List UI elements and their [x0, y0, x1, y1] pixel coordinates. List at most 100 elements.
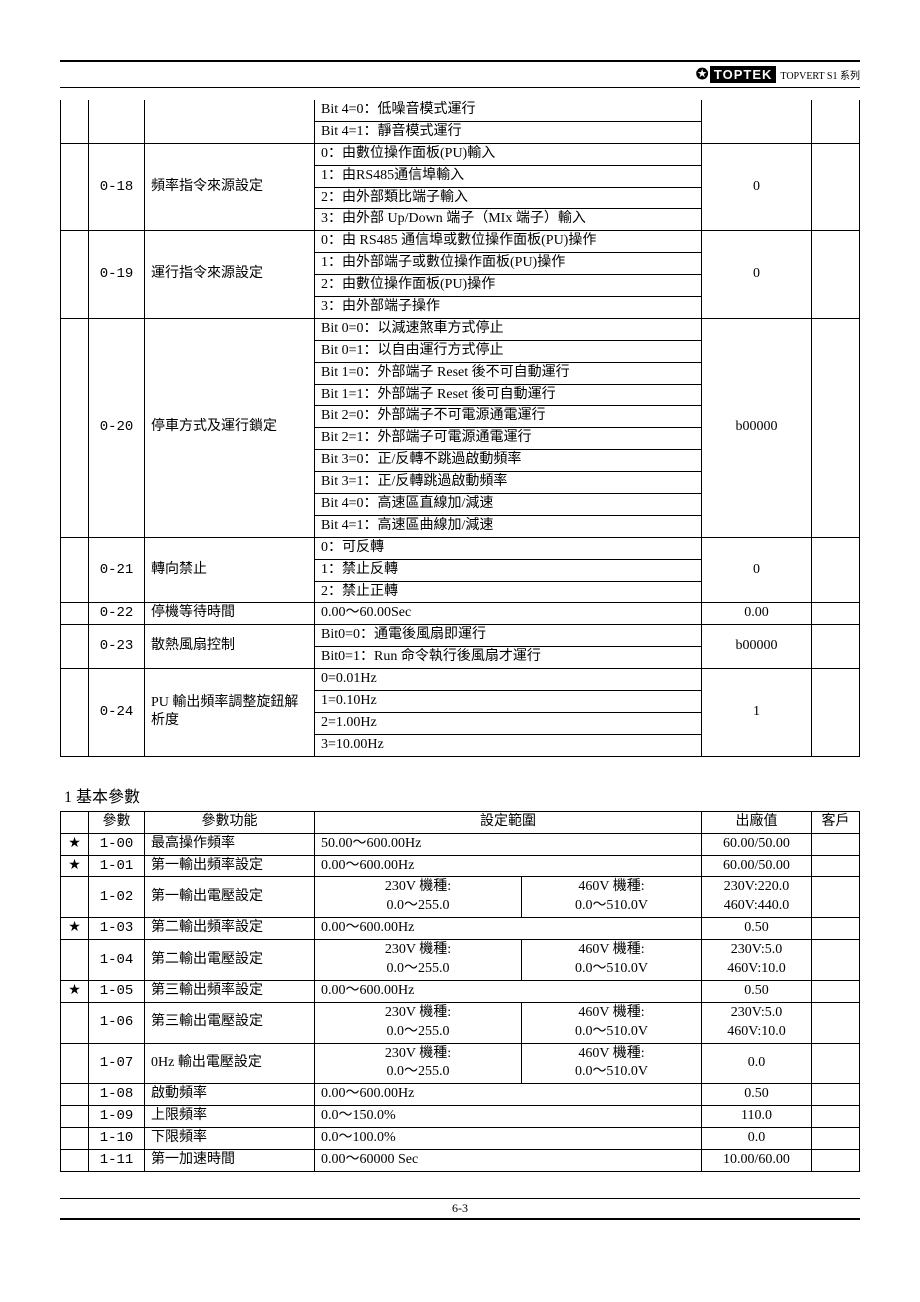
- option-cell: 0：可反轉: [315, 537, 702, 559]
- star-cell: ★: [61, 833, 89, 855]
- section-title-basic: 1 基本參數: [64, 783, 860, 807]
- default-cell: b00000: [702, 318, 812, 537]
- param-cell: 1-01: [89, 855, 145, 877]
- col-param: 參數: [89, 811, 145, 833]
- star-cell: [61, 940, 89, 981]
- option-cell: 0=0.01Hz: [315, 669, 702, 691]
- customer-cell: [812, 143, 860, 231]
- customer-cell: [812, 833, 860, 855]
- param-cell: 1-08: [89, 1084, 145, 1106]
- option-cell: 3=10.00Hz: [315, 734, 702, 756]
- table-row: ★1-05第三輸出頻率設定0.00～600.00Hz0.50: [61, 980, 860, 1002]
- name-cell: 第三輸出頻率設定: [145, 980, 315, 1002]
- param-cell: 0-18: [89, 143, 145, 231]
- range-cell: 0.00～600.00Hz: [315, 1084, 702, 1106]
- table-row: 0-23散熱風扇控制Bit0=0：通電後風扇即運行b00000: [61, 625, 860, 647]
- name-cell: 運行指令來源設定: [145, 231, 315, 319]
- name-cell: 停車方式及運行鎖定: [145, 318, 315, 537]
- option-cell: Bit0=1：Run 命令執行後風扇才運行: [315, 647, 702, 669]
- name-cell: 第二輸出電壓設定: [145, 940, 315, 981]
- option-cell: 1：由外部端子或數位操作面板(PU)操作: [315, 253, 702, 275]
- star-cell: [61, 318, 89, 537]
- customer-cell: [812, 940, 860, 981]
- table-row: 1-02第一輸出電壓設定230V 機種:0.0～255.0460V 機種:0.0…: [61, 877, 860, 918]
- range-cell: 50.00～600.00Hz: [315, 833, 702, 855]
- name-cell: 第一輸出頻率設定: [145, 855, 315, 877]
- default-cell: 0: [702, 231, 812, 319]
- option-cell: Bit 0=1：以自由運行方式停止: [315, 340, 702, 362]
- param-cell: 0-24: [89, 669, 145, 757]
- option-cell: 1：禁止反轉: [315, 559, 702, 581]
- option-cell: Bit 2=0：外部端子不可電源通電運行: [315, 406, 702, 428]
- option-cell: Bit 4=0：高速區直線加/減速: [315, 494, 702, 516]
- default-cell: 0.50: [702, 918, 812, 940]
- star-cell: ★: [61, 855, 89, 877]
- default-cell: 60.00/50.00: [702, 833, 812, 855]
- table-header-row: 參數參數功能設定範圍出廠值客戶: [61, 811, 860, 833]
- customer-cell: [812, 100, 860, 143]
- star-cell: ★: [61, 980, 89, 1002]
- option-cell: Bit 3=1：正/反轉跳過啟動頻率: [315, 472, 702, 494]
- param-cell: 1-06: [89, 1002, 145, 1043]
- name-cell: 0Hz 輸出電壓設定: [145, 1043, 315, 1084]
- param-cell: 1-11: [89, 1149, 145, 1171]
- default-cell: 230V:220.0460V:440.0: [702, 877, 812, 918]
- customer-cell: [812, 318, 860, 537]
- name-cell: 最高操作頻率: [145, 833, 315, 855]
- default-cell: 0.50: [702, 980, 812, 1002]
- default-cell: 110.0: [702, 1106, 812, 1128]
- brand-swirl-icon: ✪: [696, 65, 709, 84]
- table-row: 0-18頻率指令來源設定0：由數位操作面板(PU)輸入0: [61, 143, 860, 165]
- table-row: 0-24PU 輸出頻率調整旋鈕解析度0=0.01Hz1: [61, 669, 860, 691]
- range-cell-230v: 230V 機種:0.0～255.0: [315, 940, 522, 981]
- footer-rule: 6-3: [60, 1198, 860, 1220]
- star-cell: [61, 231, 89, 319]
- option-cell: 1=0.10Hz: [315, 691, 702, 713]
- option-cell: 0：由 RS485 通信埠或數位操作面板(PU)操作: [315, 231, 702, 253]
- option-cell: Bit 4=0：低噪音模式運行: [315, 100, 702, 121]
- param-cell: 0-23: [89, 625, 145, 669]
- name-cell: 頻率指令來源設定: [145, 143, 315, 231]
- customer-cell: [812, 877, 860, 918]
- star-cell: [61, 1043, 89, 1084]
- table-row: 1-09上限頻率0.0～150.0%110.0: [61, 1106, 860, 1128]
- table-row: 1-08啟動頻率0.00～600.00Hz0.50: [61, 1084, 860, 1106]
- param-cell: 1-00: [89, 833, 145, 855]
- table-row: 1-070Hz 輸出電壓設定230V 機種:0.0～255.0460V 機種:0…: [61, 1043, 860, 1084]
- customer-cell: [812, 980, 860, 1002]
- option-cell: Bit 0=0：以減速煞車方式停止: [315, 318, 702, 340]
- option-cell: 1：由RS485通信埠輸入: [315, 165, 702, 187]
- option-cell: Bit 2=1：外部端子可電源通電運行: [315, 428, 702, 450]
- option-cell: 2：由外部類比端子輸入: [315, 187, 702, 209]
- star-cell: [61, 1128, 89, 1150]
- col-name: 參數功能: [145, 811, 315, 833]
- param-table-1: 參數參數功能設定範圍出廠值客戶★1-00最高操作頻率50.00～600.00Hz…: [60, 811, 860, 1172]
- range-cell-460v: 460V 機種:0.0～510.0V: [522, 877, 702, 918]
- customer-cell: [812, 603, 860, 625]
- name-cell: 第一加速時間: [145, 1149, 315, 1171]
- option-cell: Bit 4=1：高速區曲線加/減速: [315, 515, 702, 537]
- brand-name: TOPTEK: [710, 66, 777, 83]
- default-cell: 1: [702, 669, 812, 757]
- option-cell: 2：禁止正轉: [315, 581, 702, 603]
- star-cell: [61, 877, 89, 918]
- param-cell: 1-09: [89, 1106, 145, 1128]
- table-row: ★1-03第二輸出頻率設定0.00～600.00Hz0.50: [61, 918, 860, 940]
- table-row: Bit 4=0：低噪音模式運行: [61, 100, 860, 121]
- range-cell-230v: 230V 機種:0.0～255.0: [315, 1043, 522, 1084]
- option-cell: Bit0=0：通電後風扇即運行: [315, 625, 702, 647]
- range-cell: 0.00～600.00Hz: [315, 855, 702, 877]
- param-table-0: Bit 4=0：低噪音模式運行Bit 4=1：靜音模式運行0-18頻率指令來源設…: [60, 100, 860, 757]
- param-cell: 0-22: [89, 603, 145, 625]
- star-cell: [61, 143, 89, 231]
- option-cell: 3：由外部端子操作: [315, 297, 702, 319]
- option-cell: 0.00～60.00Sec: [315, 603, 702, 625]
- range-cell: 0.00～60000 Sec: [315, 1149, 702, 1171]
- table-row: 0-21轉向禁止0：可反轉0: [61, 537, 860, 559]
- star-cell: [61, 1084, 89, 1106]
- range-cell: 0.0～150.0%: [315, 1106, 702, 1128]
- col-customer: 客戶: [812, 811, 860, 833]
- customer-cell: [812, 1149, 860, 1171]
- param-cell: 0-20: [89, 318, 145, 537]
- customer-cell: [812, 1106, 860, 1128]
